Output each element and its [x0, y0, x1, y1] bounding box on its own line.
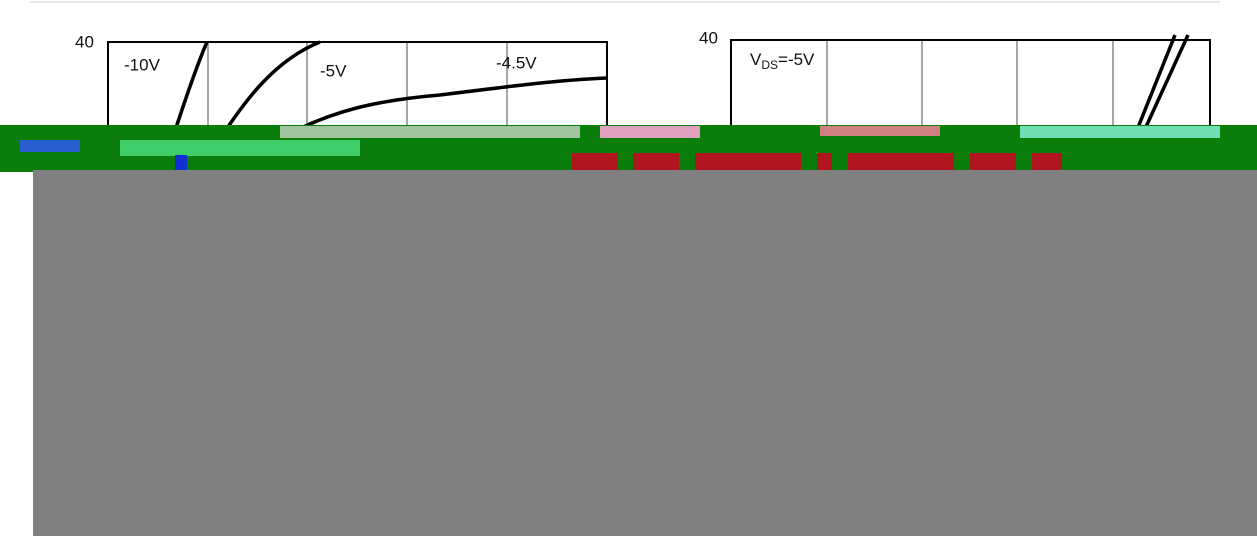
annotation: VDS=-5V [750, 50, 815, 72]
curve-label: -4.5V [496, 53, 537, 72]
annotation-sub: DS [761, 58, 778, 72]
y-tick-label: 40 [699, 28, 718, 47]
page: {"left_chart": {"y_labels": ["40", "30"]… [0, 0, 1257, 538]
curves [1133, 35, 1188, 140]
annotation-main: V [750, 50, 762, 69]
glitch [0, 125, 1257, 536]
annotation-rest: =-5V [778, 50, 815, 69]
screenshot: 40 30 -10V -5V -4.5V 40 VDS=-5V [0, 0, 1257, 538]
y-tick-label: 40 [75, 32, 94, 51]
curve-label: -10V [124, 55, 161, 74]
curve-label: -5V [320, 61, 347, 80]
